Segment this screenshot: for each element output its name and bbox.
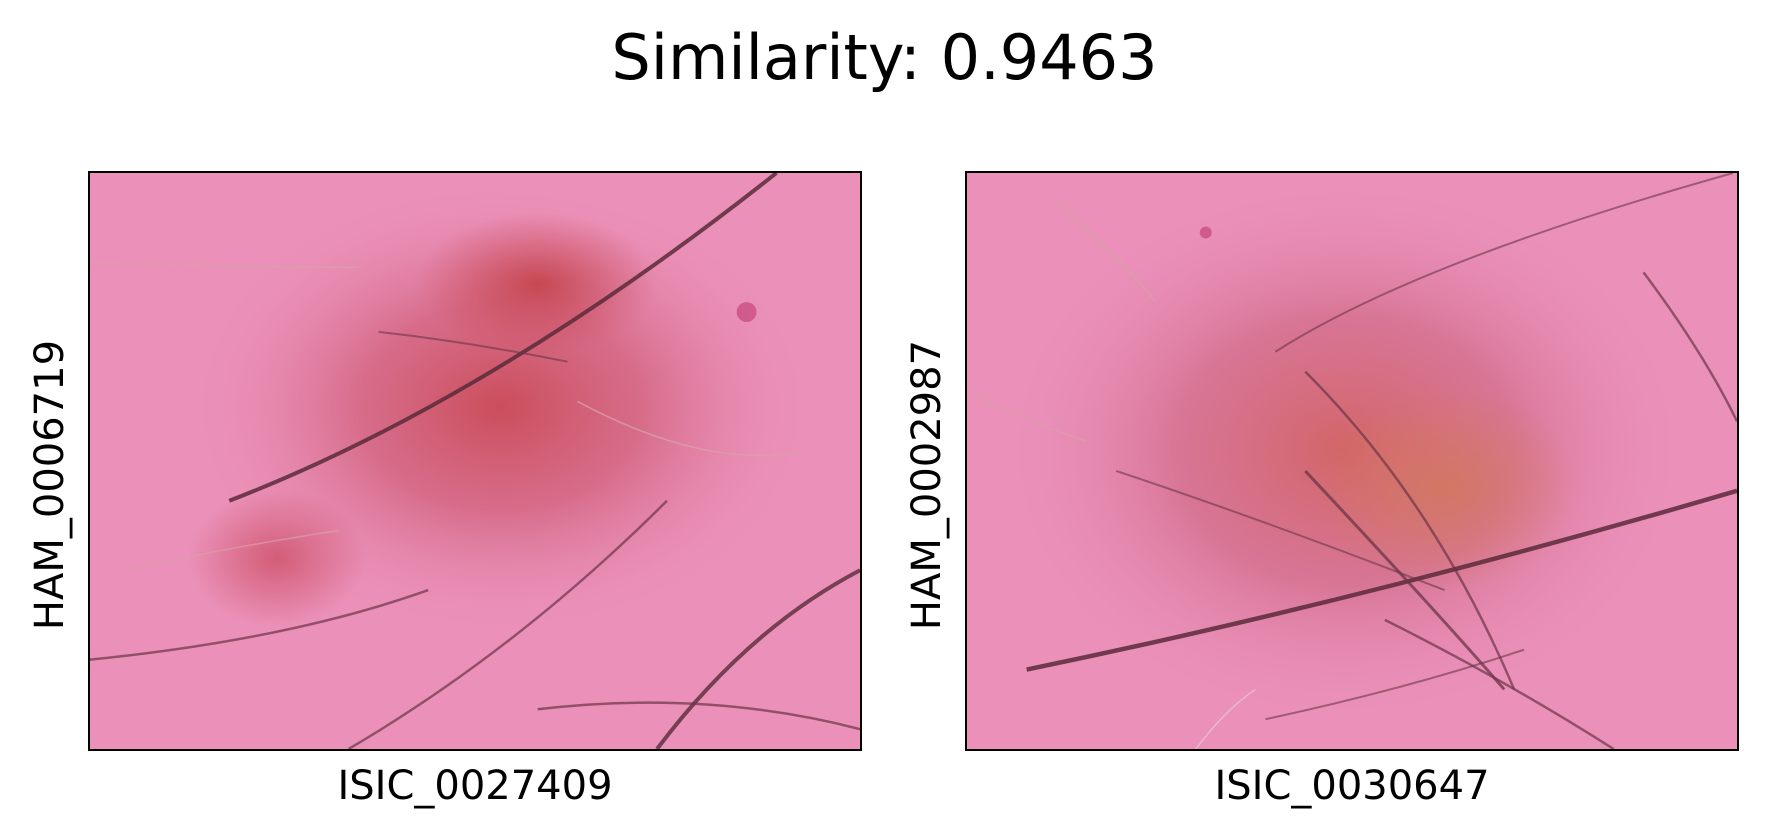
left-panel-ylabel: HAM_0006719 bbox=[27, 339, 73, 631]
right-dermoscopy-image bbox=[965, 171, 1739, 751]
left-lesion-graphic bbox=[90, 173, 860, 749]
right-panel-ylabel: HAM_0002987 bbox=[904, 339, 950, 631]
right-lesion-graphic bbox=[967, 173, 1737, 749]
figure-title: Similarity: 0.9463 bbox=[611, 21, 1158, 94]
right-panel-xlabel: ISIC_0030647 bbox=[1214, 763, 1490, 809]
left-panel-xlabel: ISIC_0027409 bbox=[337, 763, 613, 809]
left-dermoscopy-image bbox=[88, 171, 862, 751]
